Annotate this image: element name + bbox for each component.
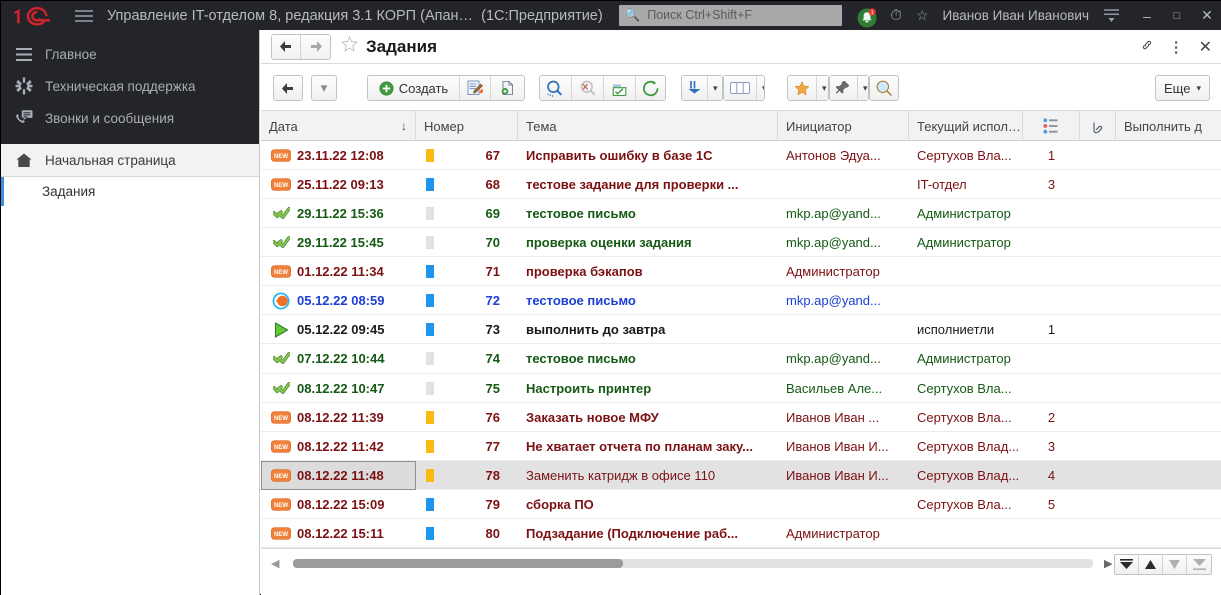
svg-text:NEW: NEW bbox=[274, 503, 288, 509]
svg-text:NEW: NEW bbox=[274, 416, 288, 422]
svg-text:NEW: NEW bbox=[274, 183, 288, 189]
svg-text:NEW: NEW bbox=[274, 445, 288, 451]
svg-text:NEW: NEW bbox=[274, 270, 288, 276]
svg-text:NEW: NEW bbox=[274, 532, 288, 538]
svg-text:1: 1 bbox=[871, 10, 874, 16]
svg-text:NEW: NEW bbox=[274, 154, 288, 160]
svg-text:NEW: NEW bbox=[274, 474, 288, 480]
